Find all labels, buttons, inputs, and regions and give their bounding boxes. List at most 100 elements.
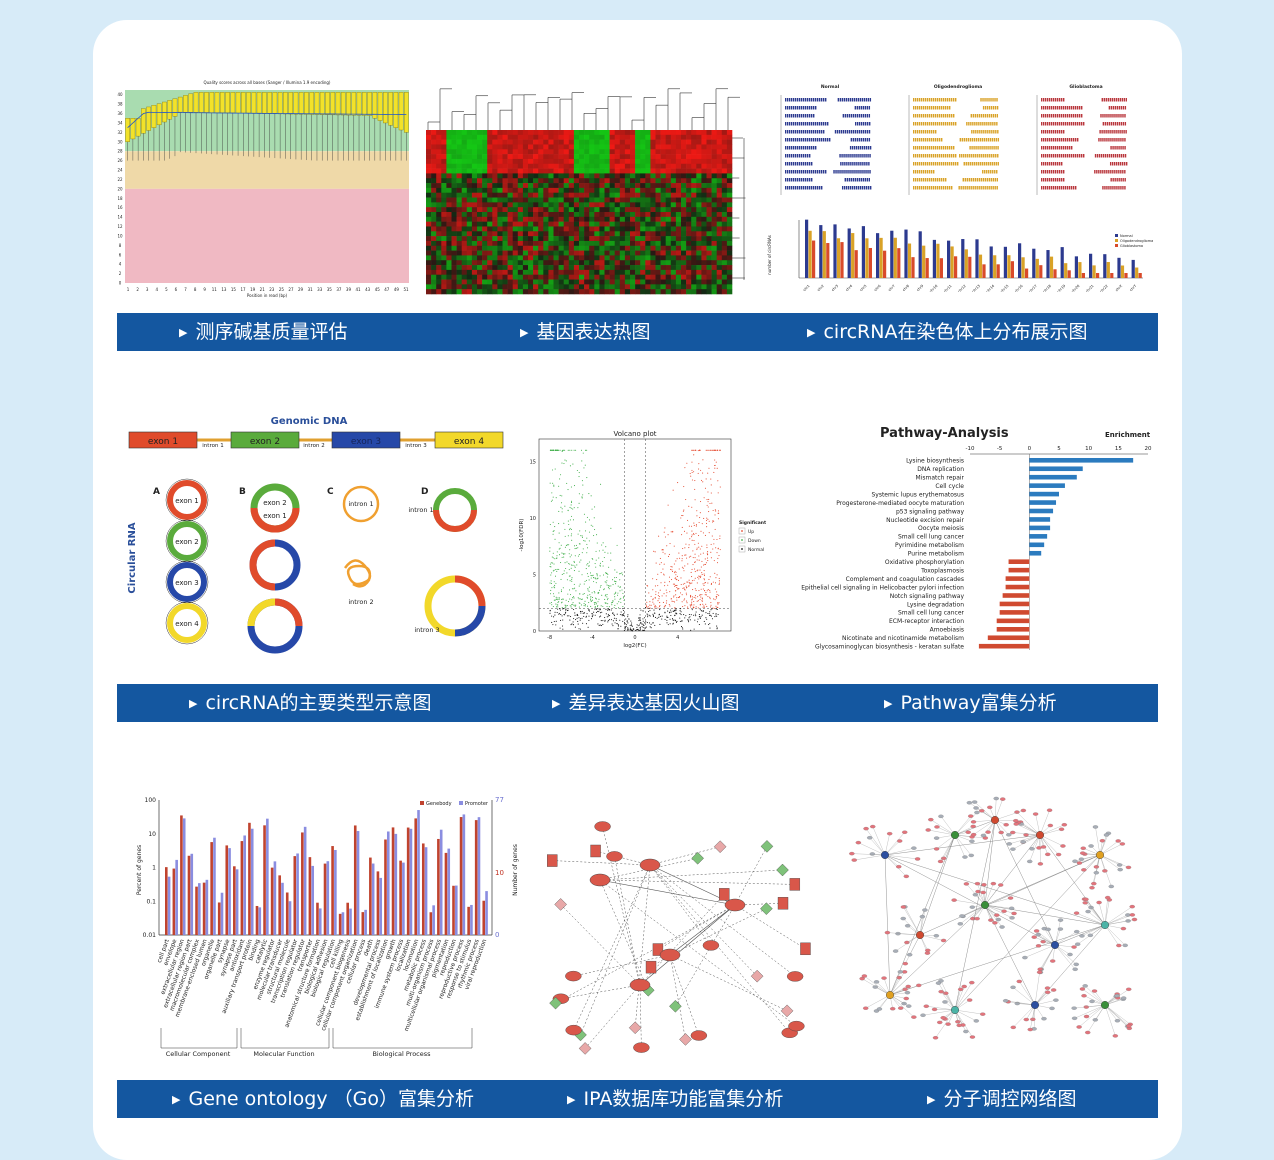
heatmap-cell (722, 140, 727, 145)
heatmap-cell (599, 226, 604, 231)
circrna-mark (1099, 130, 1100, 134)
heatmap-cell (645, 130, 650, 135)
heatmap-cell (640, 202, 645, 207)
volcano-point (579, 598, 580, 599)
circrna-mark (1061, 114, 1062, 118)
heatmap-cell (701, 260, 706, 265)
heatmap-cell (431, 130, 436, 135)
circrna-mark (811, 146, 812, 150)
heatmap-cell (538, 169, 543, 174)
volcano-point (565, 605, 566, 606)
heatmap-cell (671, 226, 676, 231)
circrna-mark (815, 138, 816, 142)
heatmap-cell (610, 149, 615, 154)
heatmap-cell (518, 178, 523, 183)
volcano-point (557, 602, 558, 603)
heatmap-cell (518, 260, 523, 265)
heatmap-cell (722, 275, 727, 280)
heatmap-cell (681, 164, 686, 169)
heatmap-cell (661, 260, 666, 265)
heatmap-cell (707, 198, 712, 203)
heatmap-cell (594, 178, 599, 183)
heatmap-cell (584, 226, 589, 231)
circrna-mark (1047, 170, 1048, 174)
volcano-point (597, 575, 598, 576)
circrna-mark (1098, 138, 1099, 142)
volcano-point (599, 550, 600, 551)
volcano-point (714, 573, 715, 574)
heatmap-cell (620, 140, 625, 145)
heatmap-cell (722, 284, 727, 289)
circrna-mark (865, 154, 866, 158)
heatmap-cell (559, 236, 564, 241)
circrna-mark (917, 186, 918, 190)
volcano-point (659, 609, 660, 610)
circrna-mark (995, 106, 996, 110)
heatmap-cell (482, 270, 487, 275)
circrna-mark (865, 130, 866, 134)
heatmap-cell (579, 289, 584, 294)
volcano-point (614, 596, 615, 597)
heatmap-cell (645, 193, 650, 198)
heatmap-cell (472, 251, 477, 256)
heatmap-cell (503, 255, 508, 260)
volcano-point (571, 554, 572, 555)
heatmap-cell (656, 226, 661, 231)
circrna-ring-segment (275, 602, 299, 626)
circrna-mark (1071, 154, 1072, 158)
heatmap-cell (681, 169, 686, 174)
circrna-mark (850, 162, 851, 166)
heatmap-cell (717, 178, 722, 183)
heatmap-cell (630, 236, 635, 241)
volcano-point (627, 622, 628, 623)
volcano-point (630, 625, 631, 626)
heatmap-cell (513, 183, 518, 188)
circrna-mark (988, 122, 989, 126)
x-tick-label: 2 (136, 287, 139, 292)
volcano-point (716, 626, 717, 627)
heatmap-cell (661, 217, 666, 222)
volcano-point (655, 606, 656, 607)
circrna-mark (935, 146, 936, 150)
heatmap-cell (431, 222, 436, 227)
heatmap-cell (676, 226, 681, 231)
heatmap-cell (671, 183, 676, 188)
volcano-point (710, 609, 711, 610)
heatmap-cell (635, 260, 640, 265)
heatmap-cell (452, 284, 457, 289)
heatmap-cell (691, 164, 696, 169)
volcano-point (618, 607, 619, 608)
heatmap-cell (620, 207, 625, 212)
circrna-mark (929, 138, 930, 142)
heatmap-cell (574, 231, 579, 236)
circrna-mark (1104, 170, 1105, 174)
volcano-point (556, 597, 557, 598)
heatmap-cell (656, 202, 661, 207)
heatmap-cell (569, 226, 574, 231)
circrna-mark (1055, 178, 1056, 182)
circrna-mark (1057, 98, 1058, 102)
x-tick-label: chr13 (971, 284, 981, 292)
volcano-point (713, 543, 714, 544)
heatmap-cell (696, 289, 701, 294)
volcano-point (552, 500, 553, 501)
heatmap-cell (696, 140, 701, 145)
heatmap-cell (426, 222, 431, 227)
x-tick-label: chr10 (929, 284, 939, 292)
heatmap-cell (645, 280, 650, 285)
heatmap-cell (681, 289, 686, 294)
volcano-point (682, 594, 683, 595)
volcano-point (715, 577, 716, 578)
volcano-point (644, 630, 645, 631)
volcano-point (575, 627, 576, 628)
volcano-point (569, 620, 570, 621)
volcano-point (566, 561, 567, 562)
volcano-point (568, 450, 569, 451)
heatmap-cell (650, 289, 655, 294)
circrna-mark (793, 170, 794, 174)
volcano-point (605, 594, 606, 595)
heatmap-cell (467, 198, 472, 203)
volcano-point (654, 625, 655, 626)
heatmap-cell (635, 202, 640, 207)
heatmap-cell (605, 130, 610, 135)
